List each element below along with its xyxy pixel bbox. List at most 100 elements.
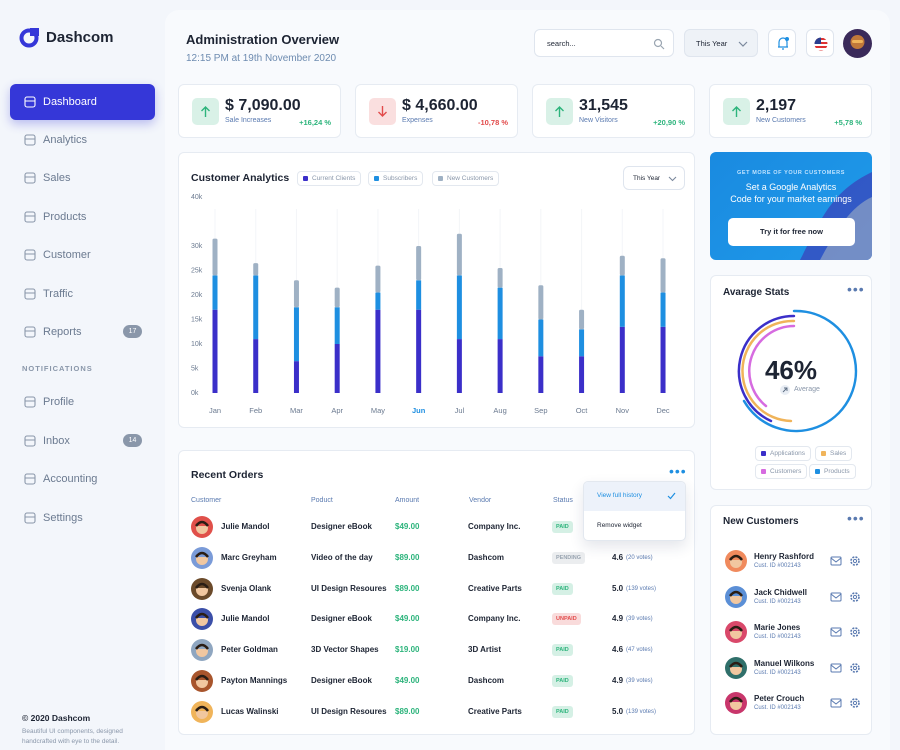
legend-swatch [821, 451, 826, 456]
chart-period-dropdown[interactable]: This Year [623, 166, 685, 190]
settings-icon [850, 591, 860, 602]
x-tick-label: Jan [209, 406, 221, 415]
stat-card: 31,545 New Visitors +20,90 % [532, 84, 695, 138]
legend-item: Applications [755, 446, 812, 461]
stat-value: $ 4,660.00 [402, 97, 478, 114]
x-tick-label: Jun [412, 406, 426, 415]
promo-kicker: GET MORE OF YOUR CUSTOMERS [737, 170, 845, 176]
bar-segment [253, 339, 259, 393]
settings-icon [850, 698, 860, 708]
amount: $49.00 [395, 522, 420, 531]
logo [19, 28, 39, 48]
promo-button[interactable]: Try it for free now [728, 218, 855, 246]
vendor: 3D Artist [468, 645, 502, 655]
bar-segment [579, 309, 585, 330]
nav-item[interactable]: Traffic [10, 276, 155, 312]
bar-segment [579, 356, 585, 393]
nav-label: Sales [43, 172, 71, 184]
votes: (139 votes) [626, 585, 657, 592]
page-subtitle: 12:15 PM at 19th November 2020 [186, 53, 337, 64]
nav-item[interactable]: Reports 17 [10, 314, 155, 350]
stat-value: $ 7,090.00 [225, 97, 301, 114]
status-badge: PAID [552, 675, 573, 687]
bar-segment [497, 287, 503, 340]
vendor: Creative Parts [468, 706, 522, 716]
vendor: Dashcom [468, 676, 505, 685]
copyright: © 2020 Dashcom [22, 713, 91, 723]
amount: $49.00 [395, 614, 420, 624]
nav-item[interactable]: Dashboard [10, 84, 155, 120]
product: Video of the day [311, 552, 373, 562]
legend-item: Customers [755, 464, 808, 479]
chevron [668, 176, 677, 182]
menu-item[interactable]: Remove widget [597, 522, 642, 529]
customer-id: Cust. ID #002143 [754, 634, 801, 640]
period-dropdown[interactable]: This Year [684, 29, 758, 57]
nav-icon [24, 435, 36, 447]
y-tick-label: 10k [191, 341, 203, 348]
settings-icon [850, 662, 860, 673]
nav-label: Products [43, 211, 87, 223]
language-button[interactable] [806, 29, 834, 57]
status-bg [552, 613, 581, 626]
footer-note: Beautiful UI components, designed handcr… [22, 728, 123, 745]
new-customers-card: New Customers ••• Henry Rashford Cust. ID… [710, 505, 872, 735]
nav-item[interactable]: Sales [10, 160, 155, 196]
status-bg [552, 644, 573, 657]
nav-item[interactable]: Inbox 14 [10, 423, 155, 459]
customer-id: Cust. ID #002143 [754, 563, 801, 569]
more-button[interactable]: ••• [847, 510, 865, 526]
customer-name: Marie Jones [754, 623, 801, 632]
menu-item[interactable]: View full history [597, 492, 643, 499]
stat-label: Sale Increases [225, 117, 272, 124]
nav-item[interactable]: Customer [10, 237, 155, 273]
nav-label: Reports [43, 326, 82, 338]
mail-icon [830, 698, 842, 708]
bell-icon [778, 37, 789, 50]
nav-item[interactable]: Profile [10, 384, 155, 420]
mail-icon [830, 556, 842, 566]
nav-item[interactable]: Settings [10, 500, 155, 536]
bar-segment [456, 275, 462, 340]
nav-label: Dashboard [43, 96, 97, 108]
bar-segment [293, 361, 299, 393]
nav-item[interactable]: Products [10, 199, 155, 235]
votes: (47 votes) [626, 647, 653, 654]
search-box[interactable]: search... [534, 29, 674, 57]
product: UI Design Resoures [311, 706, 387, 716]
bar-segment [293, 307, 299, 362]
bar-segment [538, 285, 544, 320]
average-caption: Average [794, 386, 820, 393]
nav-icon [24, 473, 36, 485]
nav-item[interactable]: Accounting [10, 461, 155, 497]
more-button[interactable]: ••• [847, 281, 865, 297]
notifications-button[interactable] [768, 29, 796, 57]
card-title: Recent Orders [191, 469, 264, 481]
column-header: Customer [191, 497, 222, 504]
vendor: Dashcom [468, 552, 505, 562]
user-avatar[interactable] [843, 29, 872, 58]
bar-segment [619, 326, 625, 393]
status-label: PAID [556, 708, 569, 715]
more-button[interactable]: ••• [669, 463, 687, 479]
legend-item: Current Clients [297, 171, 362, 186]
stat-change: +16,24 % [299, 118, 331, 127]
chart-period-label: This Year [633, 175, 661, 182]
brand: Dashcom [46, 29, 114, 46]
votes: (139 votes) [626, 708, 657, 715]
mail-icon [830, 627, 842, 637]
vendor: Company Inc. [468, 614, 521, 624]
flag-icon [814, 37, 828, 51]
nav-icon [24, 249, 36, 261]
legend-swatch [761, 469, 766, 474]
product: 3D Vector Shapes [311, 645, 379, 655]
bar-segment [375, 265, 381, 293]
stat-card: $ 4,660.00 Expenses -10,78 % [355, 84, 518, 138]
y-tick-label: 30k [191, 243, 203, 250]
nav-item[interactable]: Analytics [10, 122, 155, 158]
settings-icon [850, 627, 860, 637]
status-badge: PAID [552, 705, 573, 718]
status-label: PENDING [556, 554, 582, 561]
average-value: 46% [764, 355, 818, 385]
